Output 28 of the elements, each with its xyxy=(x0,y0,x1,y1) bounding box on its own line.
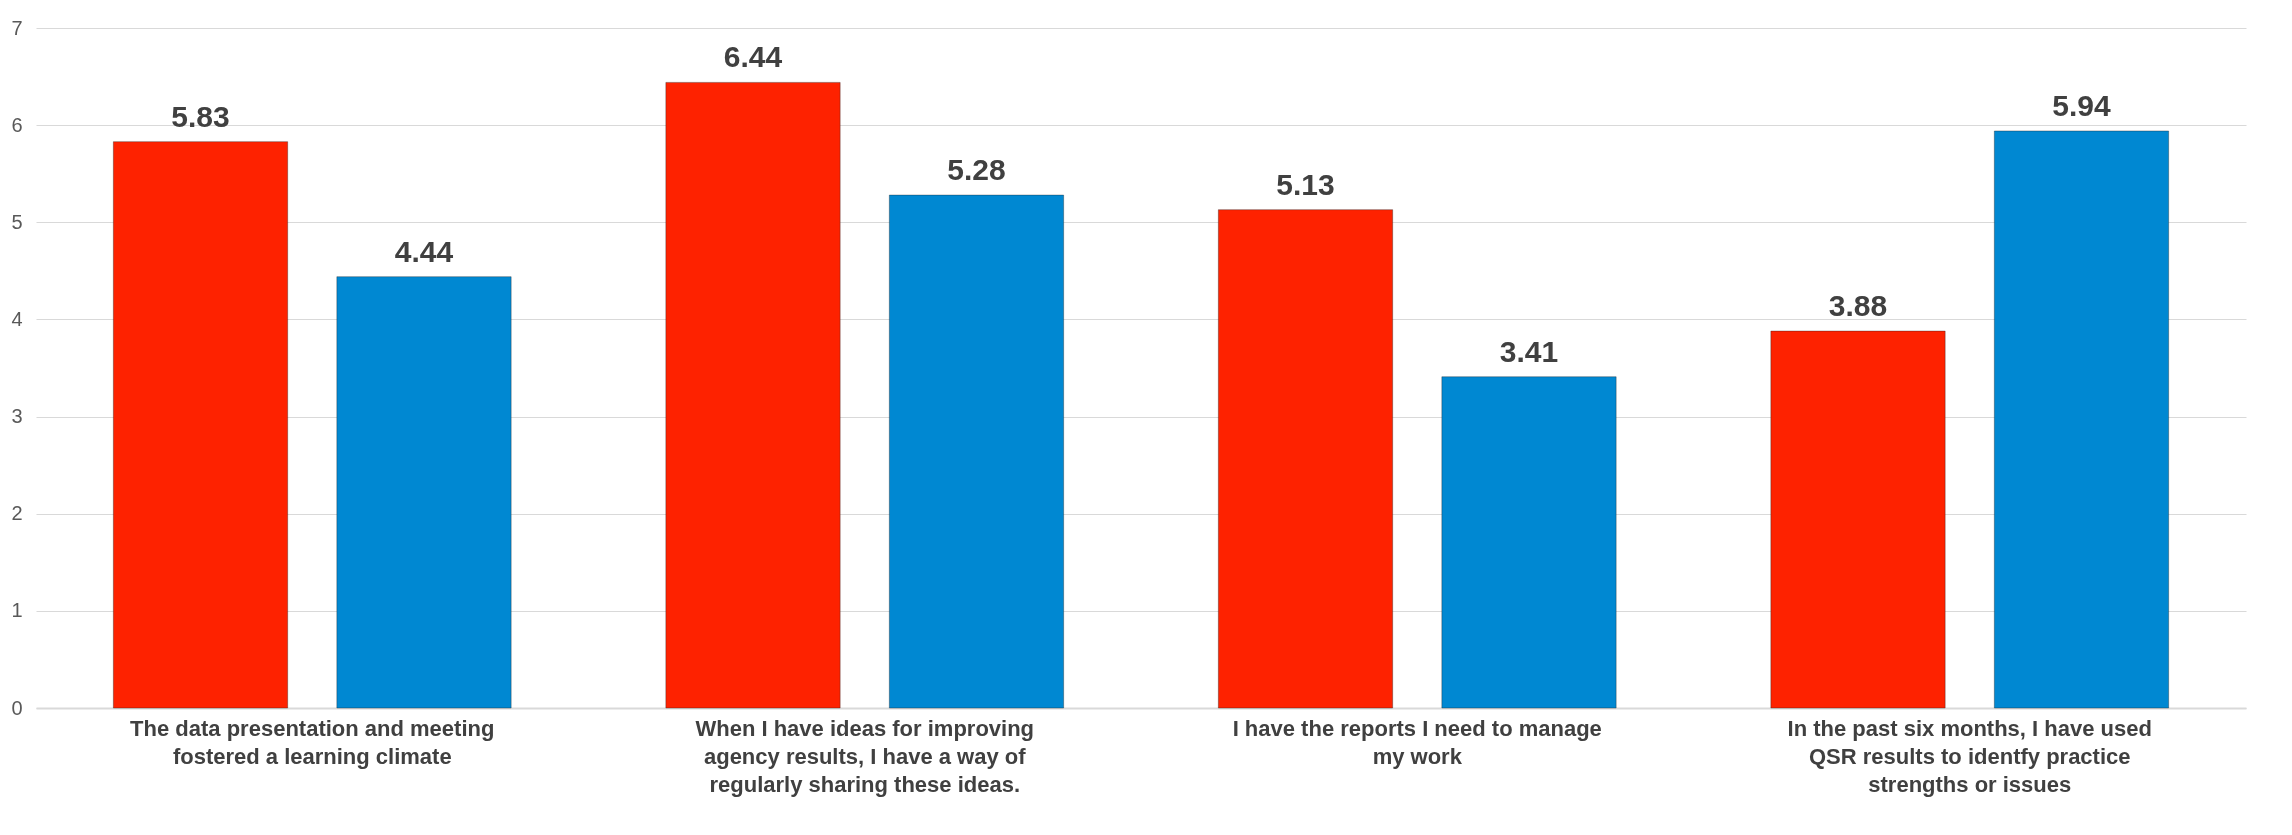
y-tick-label: 4 xyxy=(11,307,23,330)
x-tick-label: I have the reports I need to manage my work xyxy=(1232,715,1602,769)
data-label: 4.44 xyxy=(394,234,454,268)
data-label: 5.28 xyxy=(947,153,1006,187)
bar xyxy=(1770,330,1946,709)
data-label: 5.83 xyxy=(171,99,230,133)
bar xyxy=(888,194,1065,709)
x-tick-label: The data presentation and meeting fostered a learning climate xyxy=(130,715,495,769)
bar xyxy=(1217,209,1394,709)
data-label: 3.41 xyxy=(1499,334,1559,368)
bar xyxy=(1993,130,2170,709)
data-label: 5.94 xyxy=(2052,88,2111,122)
y-tick-label: 3 xyxy=(11,405,23,428)
data-label: 3.88 xyxy=(1828,289,1888,323)
y-tick-label: 1 xyxy=(11,599,23,622)
y-tick-label: 7 xyxy=(11,16,23,39)
data-label: 5.13 xyxy=(1276,167,1335,201)
bar xyxy=(665,81,841,709)
data-label: 6.44 xyxy=(723,40,783,74)
y-tick-label: 6 xyxy=(11,113,23,136)
y-tick-label: 2 xyxy=(11,502,23,525)
bar xyxy=(112,141,289,709)
x-tick-label: When I have ideas for improving agency results, I have a way of regularly sharing these ideas. xyxy=(695,715,1035,797)
x-tick-label: In the past six months, I have used QSR results to identfy practice strengths or issues xyxy=(1787,715,2152,797)
y-tick-label: 5 xyxy=(11,210,23,233)
bar xyxy=(336,276,512,709)
bar xyxy=(1441,376,1617,709)
y-tick-label: 0 xyxy=(11,696,23,719)
